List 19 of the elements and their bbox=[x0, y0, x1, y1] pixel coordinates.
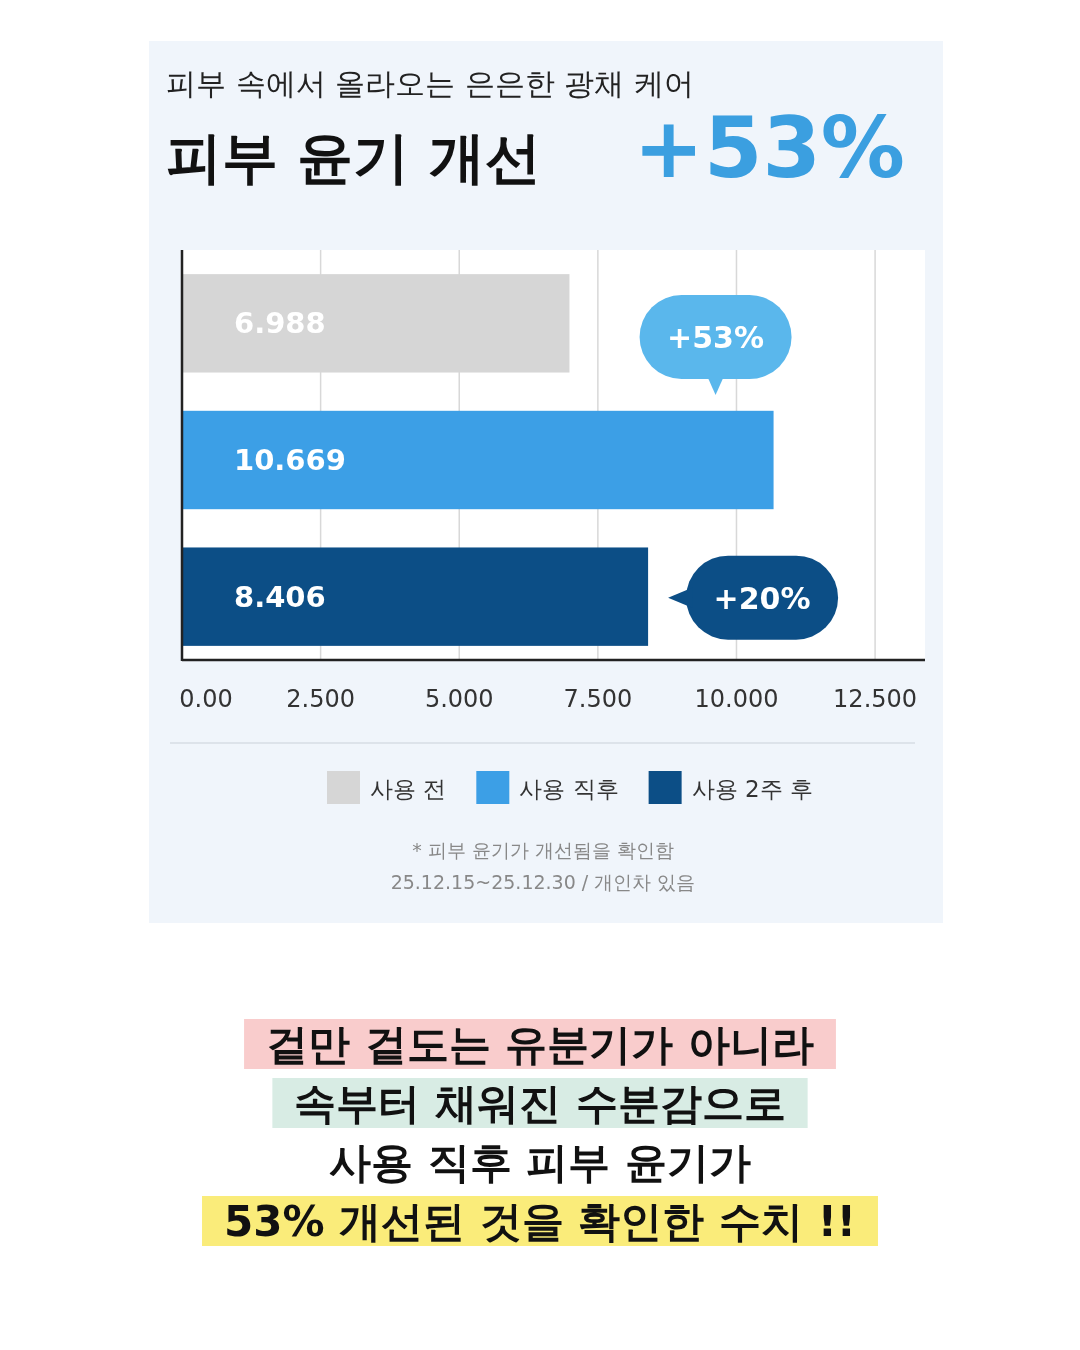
data-label: 10.669 bbox=[234, 443, 346, 477]
x-tick-label: 12.500 bbox=[833, 685, 918, 713]
x-tick-label: 10.000 bbox=[694, 685, 779, 713]
legend-label: 사용 2주 후 bbox=[691, 776, 813, 802]
chart-title: 피부 윤기 개선 bbox=[166, 125, 541, 190]
annotation: +20% bbox=[713, 580, 811, 616]
x-tick-label: 0.00 bbox=[179, 685, 233, 713]
text: * 피부 윤기가 개선됨을 확인함 bbox=[412, 839, 674, 861]
x-tick-label: 7.500 bbox=[563, 685, 633, 713]
legend-label: 사용 직후 bbox=[519, 776, 619, 802]
x-tick-label: 5.000 bbox=[424, 685, 494, 713]
chart-subtitle: 피부 속에서 올라오는 은은한 광채 케어 bbox=[166, 66, 694, 101]
data-label: 8.406 bbox=[234, 579, 326, 614]
x-tick-label: 2.500 bbox=[286, 685, 355, 713]
annotation: +53% bbox=[667, 320, 765, 355]
text: +53% bbox=[633, 99, 905, 197]
legend-label: 사용 전 bbox=[370, 776, 447, 802]
text: 사용 직후 피부 윤기가 bbox=[329, 1138, 751, 1187]
text: 25.12.15~25.12.30 / 개인차 있음 bbox=[390, 871, 696, 893]
